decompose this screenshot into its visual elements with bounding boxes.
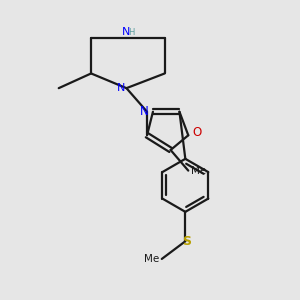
Text: N: N: [140, 105, 148, 118]
Text: N: N: [117, 83, 125, 93]
Text: N: N: [122, 27, 130, 37]
Text: S: S: [182, 235, 191, 248]
Text: O: O: [193, 126, 202, 139]
Text: Me: Me: [144, 254, 159, 264]
Text: Me: Me: [191, 166, 206, 176]
Text: H: H: [128, 28, 134, 37]
